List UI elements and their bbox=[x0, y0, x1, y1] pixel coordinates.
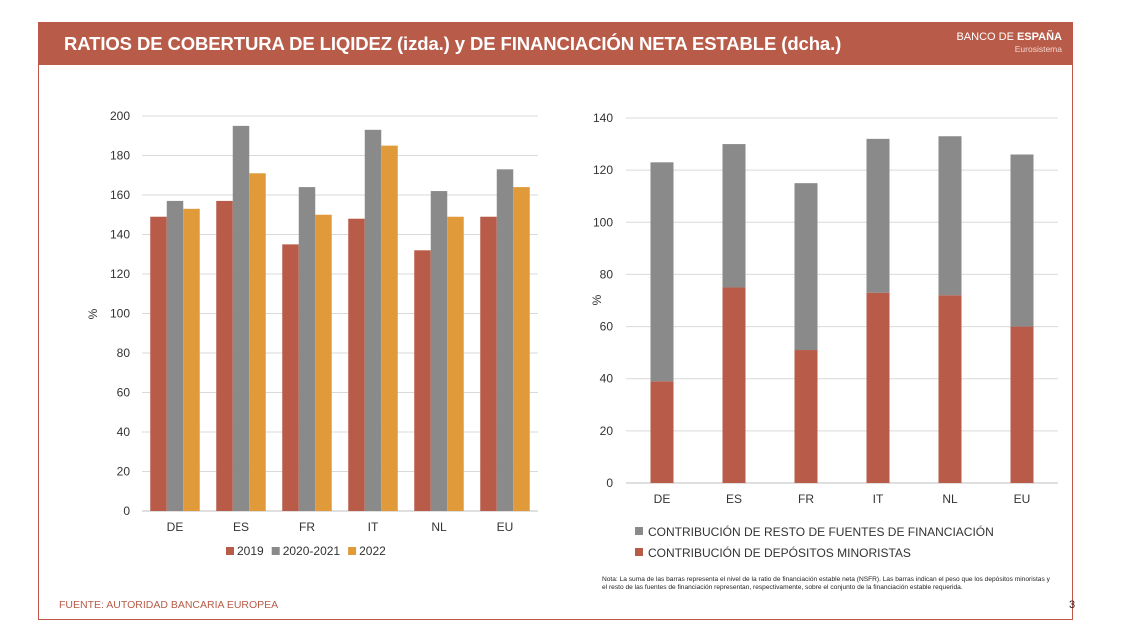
lcr-bar bbox=[216, 200, 233, 512]
brand-subtitle: Eurosistema bbox=[1014, 44, 1062, 54]
lcr-bar bbox=[232, 125, 250, 511]
nsfr-ytick-label: 120 bbox=[593, 163, 613, 177]
lcr-ytick-label: 200 bbox=[110, 109, 130, 123]
nsfr-xtick-label: EU bbox=[1014, 492, 1031, 506]
lcr-ytick-label: 60 bbox=[117, 386, 131, 400]
source-text: FUENTE: AUTORIDAD BANCARIA EUROPEA bbox=[59, 599, 279, 611]
nsfr-ytick-label: 20 bbox=[600, 424, 614, 438]
nsfr-bar bbox=[938, 136, 962, 296]
lcr-bar bbox=[447, 216, 464, 511]
lcr-legend-label: 2020-2021 bbox=[283, 544, 341, 558]
nsfr-legend-swatch bbox=[635, 548, 643, 556]
nsfr-ytick-label: 100 bbox=[593, 215, 613, 229]
lcr-xtick-label: IT bbox=[368, 520, 379, 534]
nsfr-bar bbox=[1010, 154, 1034, 327]
nsfr-legend-label: CONTRIBUCIÓN DE DEPÓSITOS MINORISTAS bbox=[648, 545, 911, 560]
page-number: 3 bbox=[1069, 599, 1076, 611]
nsfr-xtick-label: IT bbox=[873, 492, 884, 506]
nsfr-ytick-label: 0 bbox=[606, 476, 613, 490]
nsfr-bar bbox=[866, 292, 890, 483]
nsfr-xtick-label: ES bbox=[726, 492, 742, 506]
lcr-bar bbox=[480, 216, 497, 511]
lcr-bar bbox=[496, 169, 514, 511]
lcr-xtick-label: NL bbox=[431, 520, 447, 534]
lcr-legend-swatch bbox=[271, 547, 280, 555]
nsfr-bar bbox=[650, 162, 674, 382]
nsfr-xtick-label: DE bbox=[654, 492, 671, 506]
brand-espana: ESPAÑA bbox=[1016, 31, 1062, 43]
lcr-bar bbox=[298, 187, 316, 511]
lcr-xtick-label: FR bbox=[299, 520, 315, 534]
lcr-ytick-label: 80 bbox=[117, 346, 131, 360]
lcr-ytick-label: 140 bbox=[110, 228, 130, 242]
nsfr-xtick-label: FR bbox=[798, 492, 814, 506]
nsfr-bar bbox=[794, 183, 818, 351]
lcr-bar bbox=[249, 173, 266, 511]
lcr-bar bbox=[282, 244, 299, 511]
lcr-bar bbox=[381, 145, 398, 511]
lcr-bar bbox=[414, 250, 431, 512]
lcr-legend-label: 2019 bbox=[237, 544, 264, 558]
lcr-legend-swatch bbox=[348, 547, 357, 555]
lcr-bar bbox=[430, 191, 448, 512]
lcr-bar bbox=[150, 216, 167, 511]
lcr-ytick-label: 0 bbox=[123, 504, 130, 518]
nsfr-bar bbox=[866, 138, 890, 293]
lcr-ytick-label: 20 bbox=[117, 465, 131, 479]
lcr-bar bbox=[513, 187, 530, 511]
lcr-y-axis-label: % bbox=[86, 308, 100, 319]
nsfr-ytick-label: 80 bbox=[600, 267, 614, 281]
header-bar: RATIOS DE COBERTURA DE LIQIDEZ (izda.) y… bbox=[39, 23, 1072, 65]
lcr-bar bbox=[166, 200, 184, 512]
slide: RATIOS DE COBERTURA DE LIQIDEZ (izda.) y… bbox=[38, 22, 1076, 620]
nsfr-bar bbox=[650, 381, 674, 483]
lcr-xtick-label: ES bbox=[233, 520, 249, 534]
lcr-xtick-label: DE bbox=[167, 520, 184, 534]
lcr-ytick-label: 180 bbox=[110, 149, 130, 163]
lcr-ytick-label: 160 bbox=[110, 188, 130, 202]
lcr-legend-swatch bbox=[226, 547, 234, 555]
nsfr-ytick-label: 140 bbox=[593, 111, 613, 125]
nsfr-ytick-label: 60 bbox=[600, 320, 614, 334]
nsfr-y-axis-label: % bbox=[590, 294, 604, 305]
nsfr-legend-swatch bbox=[635, 527, 643, 535]
lcr-ytick-label: 120 bbox=[110, 267, 130, 281]
brand-banco: BANCO DE bbox=[956, 31, 1017, 43]
lcr-bar bbox=[364, 129, 382, 511]
lcr-ytick-label: 100 bbox=[110, 307, 130, 321]
nsfr-xtick-label: NL bbox=[942, 492, 958, 506]
nsfr-ytick-label: 40 bbox=[600, 372, 614, 386]
nsfr-bar bbox=[722, 287, 746, 483]
lcr-ytick-label: 40 bbox=[117, 425, 131, 439]
lcr-legend-label: 2022 bbox=[359, 544, 386, 558]
nsfr-bar bbox=[938, 295, 962, 483]
lcr-bar bbox=[183, 208, 200, 511]
nsfr-bar bbox=[722, 144, 746, 288]
nsfr-bar bbox=[794, 350, 818, 483]
lcr-bar bbox=[348, 218, 365, 511]
nsfr-bar bbox=[1010, 326, 1034, 483]
brand-logo: BANCO DE ESPAÑA Eurosistema bbox=[956, 31, 1062, 55]
lcr-xtick-label: EU bbox=[497, 520, 514, 534]
note-text: Nota: La suma de las barras representa e… bbox=[602, 576, 1050, 591]
lcr-bar bbox=[315, 214, 332, 511]
nsfr-legend-label: CONTRIBUCIÓN DE RESTO DE FUENTES DE FINA… bbox=[648, 524, 994, 539]
page-title: RATIOS DE COBERTURA DE LIQIDEZ (izda.) y… bbox=[64, 33, 842, 54]
